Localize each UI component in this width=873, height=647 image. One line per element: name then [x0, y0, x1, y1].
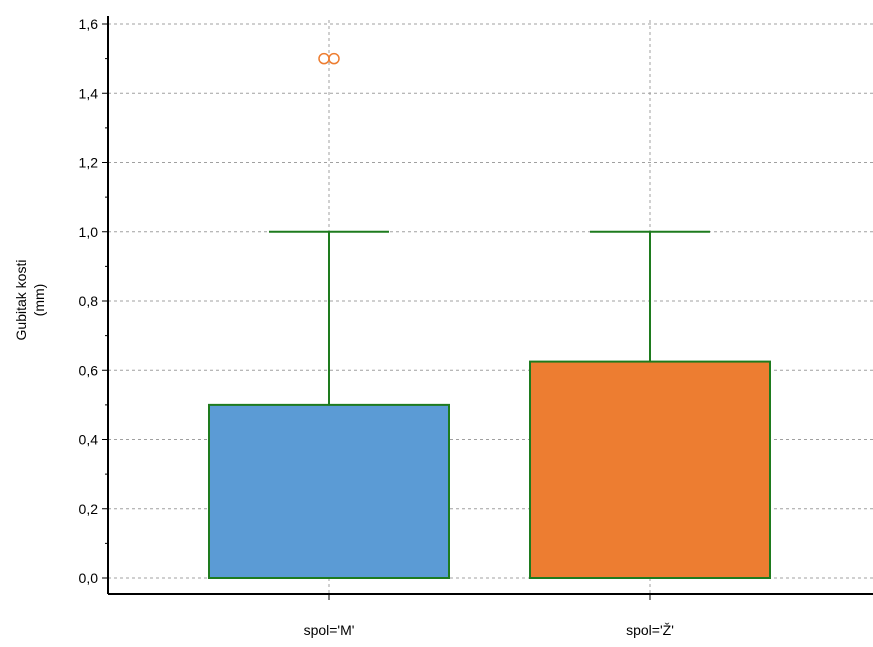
outlier-0-1 [328, 52, 340, 65]
y-tick-label-4: 0,8 [79, 293, 99, 309]
y-axis-title: Gubitak kosti (mm) [13, 260, 47, 341]
x-category-labels: spol='M' spol='Ž' [304, 594, 674, 638]
outlier-0-0 [318, 52, 330, 65]
axes [107, 16, 873, 595]
y-tick-label-8: 1,6 [79, 16, 99, 32]
box-group-1 [529, 230, 771, 579]
y-tick-label-6: 1,2 [79, 155, 99, 171]
y-axis-label-line1: Gubitak kosti [13, 260, 29, 341]
y-ticks: 0,0 0,2 0,4 0,6 0,8 1,0 1,2 1,4 1,6 [79, 16, 108, 586]
y-axis-label-line2: (mm) [31, 284, 47, 317]
box-0 [208, 403, 450, 579]
y-tick-label-3: 0,6 [79, 362, 99, 378]
y-tick-label-7: 1,4 [79, 85, 99, 101]
y-tick-label-5: 1,0 [79, 224, 99, 240]
box-1 [529, 360, 771, 579]
box-group-0 [208, 52, 450, 579]
x-category-label-1: spol='Ž' [626, 622, 674, 638]
box-plots [208, 52, 771, 579]
x-category-label-0: spol='M' [304, 622, 355, 638]
y-tick-label-1: 0,2 [79, 501, 99, 517]
y-tick-label-2: 0,4 [79, 432, 99, 448]
y-tick-label-0: 0,0 [79, 570, 99, 586]
